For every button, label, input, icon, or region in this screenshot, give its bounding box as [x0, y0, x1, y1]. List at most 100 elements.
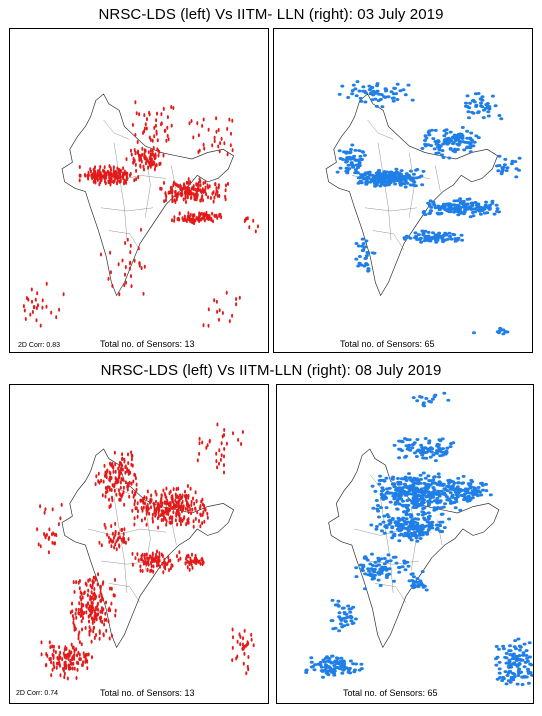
lightning-stroke [179, 496, 182, 500]
lightning-stroke [150, 564, 153, 568]
lightning-stroke [344, 666, 349, 670]
lightning-stroke [407, 472, 411, 476]
lightning-stroke [447, 517, 452, 521]
lightning-stroke [391, 99, 396, 103]
lightning-stroke [117, 531, 120, 536]
lightning-stroke [91, 585, 93, 590]
lightning-stroke [105, 490, 107, 495]
lightning-stroke [54, 541, 56, 546]
lightning-stroke [415, 521, 420, 525]
lightning-stroke [190, 219, 193, 224]
lightning-stroke [190, 562, 193, 567]
lightning-stroke [404, 526, 409, 530]
lightning-stroke [525, 659, 530, 663]
lightning-stroke [423, 144, 428, 148]
lightning-stroke [139, 564, 142, 569]
lightning-stroke [138, 156, 141, 161]
lightning-stroke [192, 496, 194, 501]
lightning-stroke [225, 183, 227, 188]
lightning-stroke [143, 264, 146, 269]
country-outline [61, 93, 235, 297]
lightning-stroke [148, 160, 150, 165]
lightning-stroke [171, 494, 174, 499]
lightning-stroke [445, 202, 449, 206]
lightning-stroke [129, 250, 132, 255]
lightning-stroke [56, 661, 58, 666]
lightning-stroke [108, 176, 111, 181]
lightning-stroke [133, 522, 136, 527]
lightning-stroke [108, 477, 111, 482]
lightning-stroke [425, 520, 430, 524]
lightning-stroke [157, 560, 160, 565]
lightning-stroke [416, 512, 421, 516]
lightning-stroke [214, 192, 217, 197]
lightning-stroke [366, 567, 371, 571]
lightning-stroke [148, 156, 151, 161]
lightning-stroke [484, 489, 489, 493]
lightning-stroke [201, 123, 204, 128]
lightning-stroke [128, 266, 131, 271]
lightning-stroke [106, 169, 109, 174]
lightning-stroke [181, 192, 184, 197]
lightning-stroke [199, 183, 202, 188]
lightning-stroke [130, 148, 132, 153]
lightning-stroke [382, 557, 387, 560]
lightning-stroke [438, 454, 443, 458]
lightning-stroke [472, 331, 476, 335]
lightning-stroke [90, 590, 93, 595]
lightning-stroke [503, 157, 508, 161]
lightning-stroke [131, 508, 134, 513]
lightning-stroke [427, 514, 432, 518]
lightning-stroke [148, 112, 151, 117]
lightning-stroke [216, 465, 219, 470]
lightning-stroke [188, 121, 191, 126]
lightning-stroke [329, 619, 334, 623]
lightning-stroke [218, 317, 220, 322]
lightning-stroke [248, 225, 251, 230]
lightning-stroke [451, 441, 456, 445]
lightning-stroke [107, 619, 110, 624]
lightning-stroke [190, 559, 193, 564]
lightning-stroke [133, 502, 136, 507]
lightning-stroke [101, 597, 104, 602]
lightning-stroke [451, 488, 456, 492]
lightning-stroke [411, 442, 416, 446]
lightning-stroke [236, 654, 239, 659]
lightning-stroke [441, 142, 446, 146]
lightning-stroke [98, 616, 101, 621]
lightning-stroke [111, 495, 113, 500]
lightning-stroke [142, 505, 145, 510]
lightning-stroke [441, 482, 446, 486]
state-boundary [108, 583, 141, 603]
lightning-stroke [387, 519, 392, 523]
lightning-stroke [376, 578, 381, 582]
lightning-stroke [395, 498, 400, 502]
lightning-stroke [382, 514, 387, 518]
lightning-stroke [375, 177, 380, 181]
lightning-stroke [419, 443, 424, 447]
lightning-stroke [412, 183, 416, 187]
lightning-stroke [219, 457, 222, 462]
lightning-stroke [62, 292, 65, 297]
lightning-stroke [186, 500, 189, 505]
lightning-stroke [394, 561, 399, 565]
lightning-stroke [173, 218, 176, 223]
lightning-stroke [522, 665, 527, 669]
lightning-stroke [363, 257, 368, 260]
lightning-stroke [165, 486, 168, 491]
lightning-stroke [374, 527, 379, 531]
lightning-stroke [340, 84, 345, 88]
lightning-stroke [388, 500, 393, 504]
lightning-stroke [461, 481, 466, 485]
lightning-stroke [140, 227, 142, 232]
lightning-stroke [452, 199, 457, 203]
lightning-stroke [102, 479, 105, 484]
lightning-stroke [165, 506, 168, 511]
lightning-stroke [195, 558, 198, 563]
lightning-stroke [112, 179, 115, 184]
lightning-stroke [492, 212, 497, 216]
lightning-stroke [174, 518, 177, 523]
lightning-stroke [57, 657, 60, 661]
lightning-stroke [175, 513, 178, 518]
lightning-stroke [123, 539, 126, 544]
